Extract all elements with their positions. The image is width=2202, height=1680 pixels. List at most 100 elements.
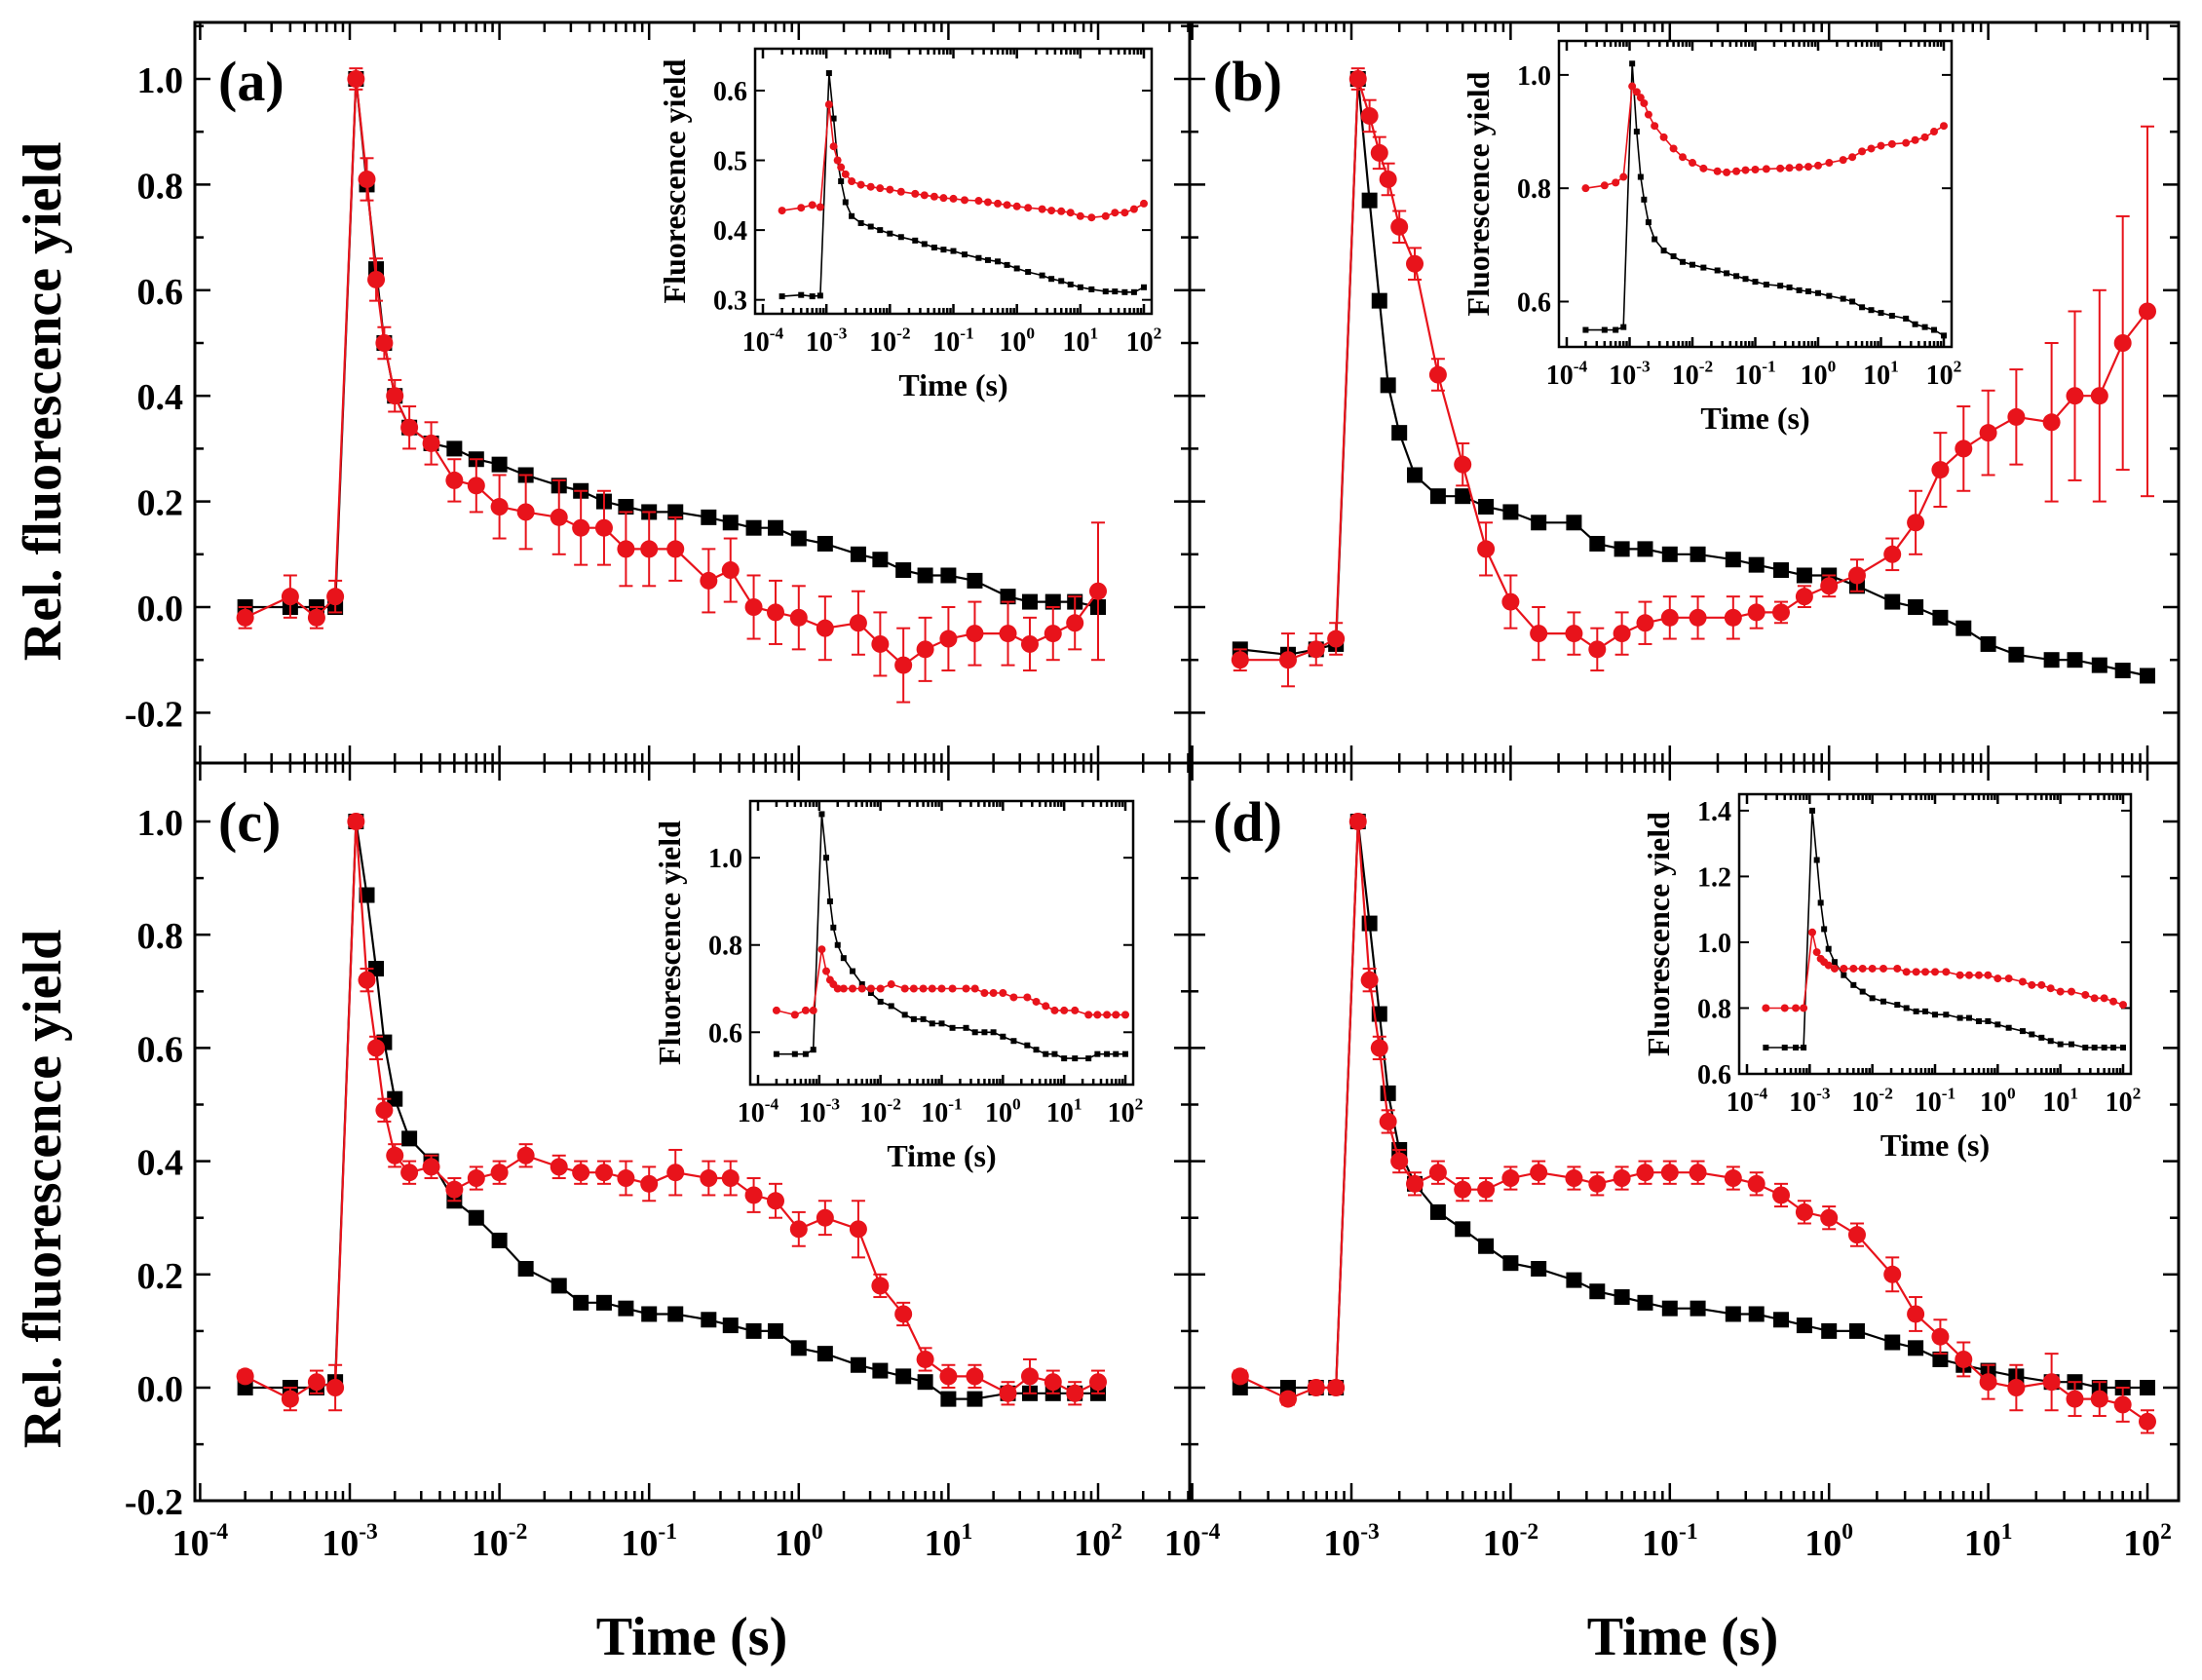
inset-red-point — [1669, 144, 1678, 153]
inset-red-point — [1893, 964, 1902, 973]
inset-black-point — [1859, 304, 1866, 311]
main-red-point — [1747, 603, 1765, 622]
inset-y-axis-label: Fluorescence yield — [1641, 812, 1676, 1056]
main-red-point — [1530, 625, 1548, 643]
main-red-point — [2066, 387, 2084, 405]
main-black-point — [1566, 1272, 1582, 1288]
main-red-point — [640, 1174, 659, 1193]
main-black-point — [1589, 1283, 1606, 1300]
main-black-point — [722, 1317, 739, 1334]
inset-red-point — [1840, 964, 1848, 973]
main-black-point — [1531, 515, 1547, 531]
inset-black-point — [2047, 1038, 2054, 1045]
inset-black-point — [1878, 310, 1884, 317]
inset-red-point — [1839, 156, 1847, 165]
inset-red-point — [1858, 964, 1867, 973]
y-axis-label-bottom: Rel. fluorescence yield — [13, 930, 73, 1448]
main-red-point — [1066, 614, 1084, 632]
inset-red-point — [821, 967, 830, 975]
inset-black-point — [826, 897, 833, 904]
main-red-point — [1979, 424, 1997, 442]
inset-black-point — [1689, 261, 1695, 268]
inset-black-point — [2029, 1031, 2035, 1038]
inset-y-axis-label: Fluorescence yield — [657, 58, 692, 303]
main-red-point — [1044, 625, 1062, 643]
inset-red-point — [1103, 1011, 1112, 1019]
inset-red-point — [1825, 159, 1834, 168]
inset-y-tick-label: 1.0 — [1517, 61, 1551, 92]
main-red-point — [1390, 217, 1409, 236]
main-red-point — [849, 1220, 867, 1239]
main-red-point — [386, 1146, 404, 1165]
inset-black-point — [1000, 1033, 1006, 1040]
inset-red-point — [974, 197, 983, 206]
inset-black-point — [2091, 1044, 2098, 1050]
panel-label: (b) — [1213, 50, 1282, 113]
inset-y-tick-label: 0.6 — [708, 1018, 742, 1049]
main-red-point — [516, 503, 535, 521]
inset-red-point — [848, 177, 856, 185]
main-black-point — [667, 1306, 684, 1322]
main-black-point — [768, 1322, 784, 1339]
main-black-point — [2008, 646, 2025, 663]
inset-red-point — [1012, 202, 1021, 210]
inset-black-point — [1670, 252, 1677, 259]
inset-black-point — [2110, 1044, 2117, 1050]
main-red-point — [1907, 514, 1925, 532]
x-tick-label: 10-2 — [1483, 1519, 1539, 1564]
main-red-point — [1565, 625, 1583, 643]
inset-y-tick-label: 1.0 — [1697, 929, 1731, 959]
inset-red-point — [772, 1006, 780, 1014]
inset-black-point — [1102, 288, 1109, 295]
main-black-point — [1044, 593, 1061, 610]
inset-red-point — [1032, 997, 1041, 1006]
inset-black-point — [1786, 284, 1793, 290]
inset-red-point — [2067, 987, 2075, 996]
inset-red-point — [1003, 201, 1011, 210]
main-black-point — [722, 515, 739, 531]
main-black-point — [1689, 1300, 1706, 1317]
main-red-point — [1530, 1164, 1548, 1182]
inset-x-tick-label: 10-2 — [1672, 357, 1713, 391]
inset-red-point — [911, 189, 920, 198]
main-red-point — [1724, 608, 1742, 627]
inset-black-point — [840, 955, 847, 962]
inset-black-point — [867, 989, 874, 996]
panel-d-frame — [1188, 761, 2181, 1503]
inset-red-point — [1659, 133, 1668, 141]
main-red-point — [1370, 143, 1388, 162]
inset-black-point — [877, 998, 884, 1005]
inset-black-point — [810, 1047, 816, 1053]
main-red-point — [1636, 1164, 1654, 1182]
inset-black-point — [867, 223, 874, 230]
main-red-point — [1636, 614, 1654, 632]
inset-red-point — [1066, 209, 1075, 217]
y-tick-label: 0.6 — [137, 1029, 184, 1070]
inset-black-point — [1859, 988, 1866, 995]
inset-red-point — [2119, 1001, 2127, 1010]
main-black-point — [1725, 1306, 1741, 1322]
main-black-point — [1478, 1238, 1495, 1254]
main-black-point — [387, 1090, 403, 1107]
main-black-point — [1455, 488, 1471, 505]
main-red-point — [1613, 1169, 1631, 1188]
main-black-point — [1380, 1085, 1396, 1101]
main-red-point — [307, 1373, 325, 1392]
inset-red-point — [1867, 144, 1876, 153]
main-red-point — [347, 813, 365, 830]
inset-x-tick-label: 10-3 — [1789, 1084, 1831, 1118]
inset-red-point — [939, 194, 948, 203]
main-red-point — [999, 1384, 1017, 1402]
inset-black-point — [901, 1012, 908, 1018]
inset-red-point — [809, 1006, 817, 1014]
inset-red-point — [857, 984, 866, 993]
inset-y-tick-label: 0.8 — [1697, 994, 1731, 1024]
y-tick-label: 1.0 — [137, 803, 184, 844]
inset-red-point — [1084, 1011, 1093, 1019]
y-tick-label: 0.4 — [137, 377, 184, 418]
main-black-point — [1361, 192, 1378, 209]
inset-black-point — [1975, 1017, 1982, 1024]
inset-black-point — [1813, 857, 1820, 863]
main-red-point — [894, 1305, 913, 1323]
main-red-point — [367, 1039, 386, 1057]
